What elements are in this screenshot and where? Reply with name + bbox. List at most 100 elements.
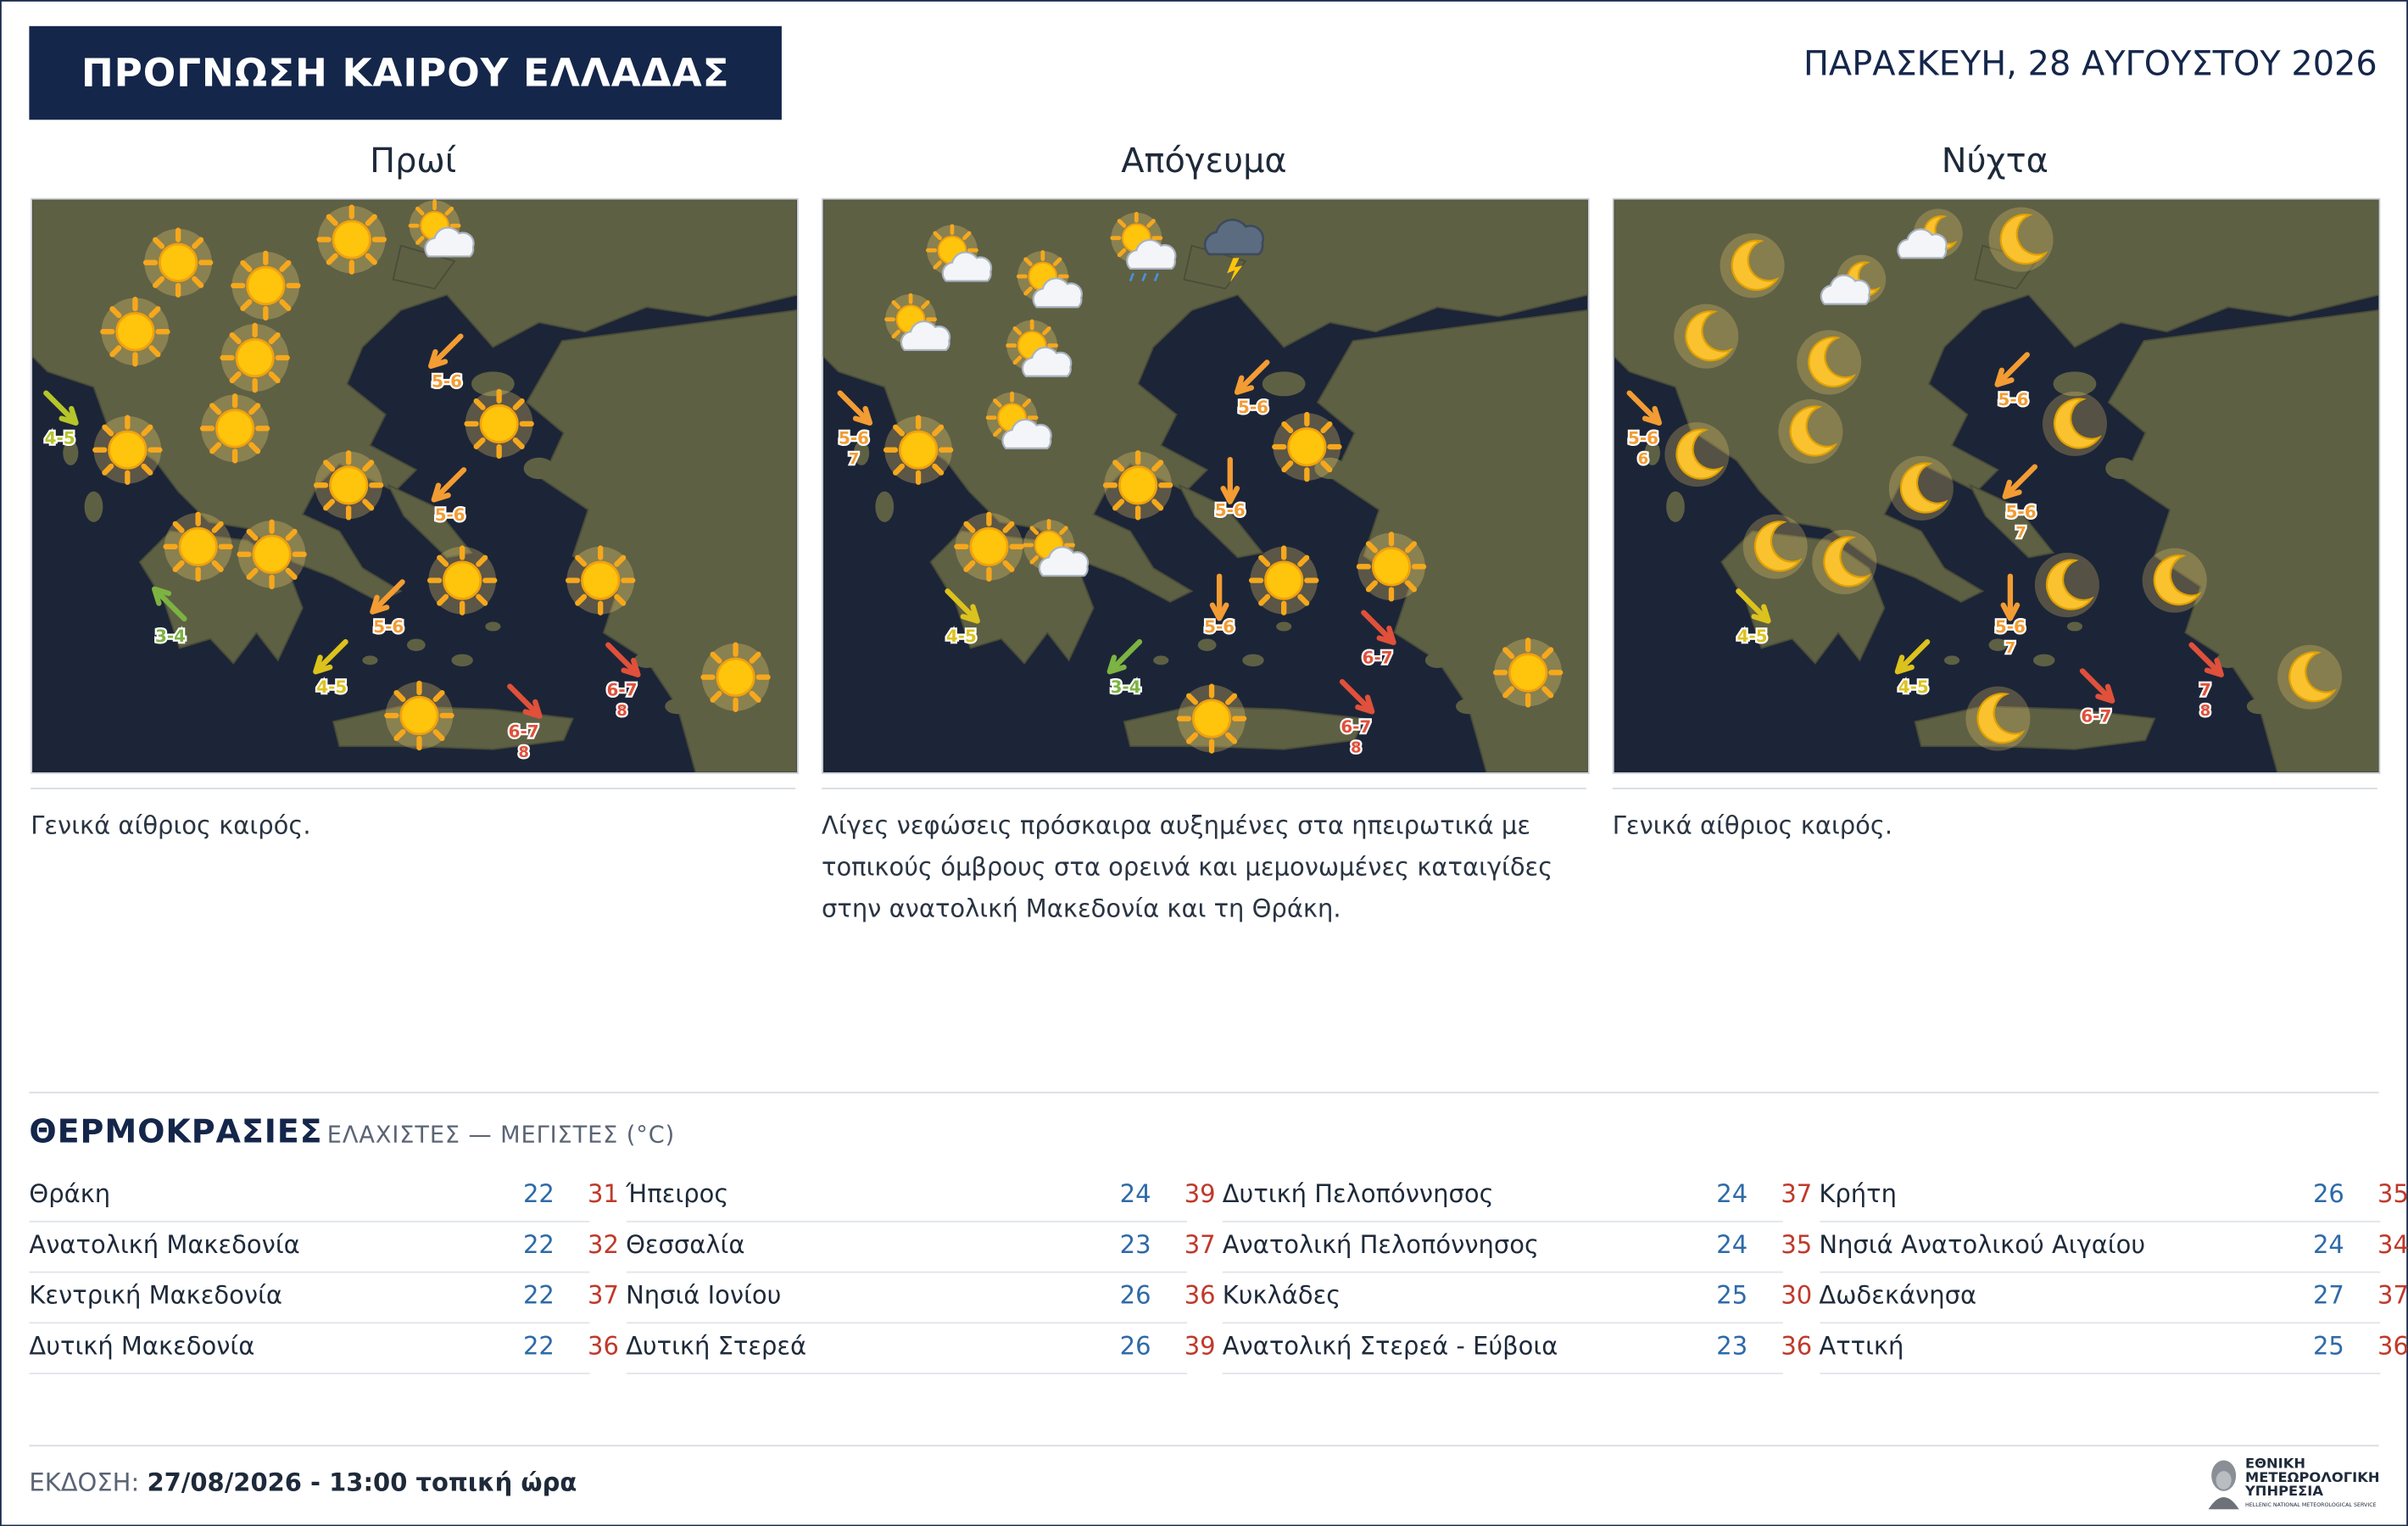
sun-ray xyxy=(362,459,375,472)
icon-cloud xyxy=(941,251,993,282)
sun-ray xyxy=(192,276,204,288)
wind-arrow xyxy=(605,642,639,676)
wind: 4-5 xyxy=(313,638,348,699)
region-name: Αττική xyxy=(1819,1331,1904,1361)
sun-ray xyxy=(365,214,377,226)
panel-title: Πρωί xyxy=(370,142,457,181)
moon-crescent xyxy=(1675,428,1725,480)
wind-gust: 7 xyxy=(2015,524,2026,542)
sun-ray xyxy=(512,437,525,449)
wind-speed: 4-5 xyxy=(946,627,977,646)
island xyxy=(1197,638,1217,651)
sun-disc xyxy=(115,312,155,352)
panel-description: Γενικά αίθριος καιρός. xyxy=(1612,810,1893,840)
wind-speed: 5-6 xyxy=(1995,617,2026,637)
wind-speed: 4-5 xyxy=(45,428,75,448)
sun-ray xyxy=(1225,732,1238,744)
wind-arrowhead xyxy=(59,405,79,426)
icon-cloud xyxy=(1021,346,1073,377)
min-temperature: 24 xyxy=(1119,1179,1151,1209)
logo-bust xyxy=(2208,1460,2239,1510)
sun-ray xyxy=(209,442,222,454)
region-name: Δυτική Στερεά xyxy=(626,1331,807,1361)
wind-arrowhead xyxy=(621,657,641,678)
sun-ray xyxy=(1502,647,1515,660)
island xyxy=(1644,440,1660,465)
icon-moon xyxy=(1674,304,1739,369)
moon-crescent xyxy=(1823,536,1872,588)
sun-ray xyxy=(1002,521,1015,533)
wind: 6-78 xyxy=(605,642,641,721)
sun-ray xyxy=(1112,459,1125,472)
sun-ray xyxy=(109,306,122,319)
sun-ray xyxy=(148,345,161,358)
island xyxy=(1456,699,1481,715)
wind: 5-67 xyxy=(837,390,873,470)
sun-ray xyxy=(1042,326,1051,336)
region-name: Δωδεκάνησα xyxy=(1819,1280,1977,1310)
temperatures-subtitle: ΕΛΑΧΙΣΤΕΣ — ΜΕΓΙΣΤΕΣ (°C) xyxy=(326,1121,676,1149)
temperature-row: Θεσσαλία 23 37 xyxy=(626,1221,1216,1273)
max-temperature: 34 xyxy=(2377,1229,2408,1260)
icon-moon xyxy=(1778,398,1843,464)
panel-description: Γενικά αίθριος καιρός. xyxy=(31,810,311,840)
sun-ray xyxy=(921,300,930,309)
island xyxy=(63,440,79,465)
sun-ray xyxy=(285,528,298,541)
sun-ray xyxy=(248,442,261,454)
island xyxy=(2246,699,2271,715)
wind: 6-7 xyxy=(2079,668,2115,728)
min-temperature: 24 xyxy=(1716,1179,1748,1209)
sun-disc xyxy=(159,242,198,282)
logo-text: ΜΕΤΕΩΡΟΛΟΓΙΚΗ xyxy=(2245,1471,2380,1487)
moon-crescent xyxy=(1976,693,2026,744)
max-temperature: 36 xyxy=(1781,1331,1813,1361)
sun-ray xyxy=(1151,459,1164,472)
wind-arrow xyxy=(315,638,348,672)
moon-crescent xyxy=(1789,405,1838,457)
wind: 4-5 xyxy=(1735,588,1771,648)
wind: 5-66 xyxy=(1626,390,1663,470)
island xyxy=(1153,655,1169,666)
sun-ray xyxy=(279,259,292,272)
min-temperature: 22 xyxy=(522,1229,555,1260)
land xyxy=(526,309,798,773)
moon-crescent xyxy=(2045,559,2094,610)
wind-arrowhead xyxy=(1209,602,1229,621)
sun-ray xyxy=(1022,398,1032,408)
sun-ray xyxy=(365,253,377,265)
wind-arrow xyxy=(2004,464,2038,498)
sun-ray xyxy=(1146,219,1156,228)
moon-crescent xyxy=(1808,336,1857,388)
min-temperature: 22 xyxy=(522,1179,555,1209)
moon-crescent xyxy=(1999,214,2048,265)
wind-speed: 3-4 xyxy=(1111,677,1141,697)
sun-ray xyxy=(192,237,204,249)
max-temperature: 31 xyxy=(588,1179,619,1209)
sun-ray xyxy=(240,298,253,311)
sun-ray xyxy=(614,593,627,606)
icon-moon xyxy=(2034,553,2099,618)
land xyxy=(1183,244,1247,290)
sun-disc xyxy=(581,560,621,600)
wind-arrowhead xyxy=(1106,654,1127,675)
icon-sun xyxy=(316,204,387,275)
icon-sun xyxy=(220,322,290,393)
wind-arrow xyxy=(153,588,187,622)
sun-disc xyxy=(443,560,482,600)
sun-ray xyxy=(248,403,261,415)
max-temperature: 35 xyxy=(2377,1179,2408,1209)
sun-ray xyxy=(432,729,445,742)
island xyxy=(362,655,378,666)
sun-ray xyxy=(1012,326,1023,336)
sun-ray xyxy=(893,463,906,476)
max-temperature: 37 xyxy=(1184,1229,1216,1260)
moon-crescent xyxy=(1731,239,1780,291)
island xyxy=(1988,638,2008,651)
wind-arrowhead xyxy=(431,482,451,503)
rain-drop xyxy=(1129,272,1134,281)
region-name: Ανατολική Στερεά - Εύβοια xyxy=(1222,1331,1558,1361)
temperature-row: Κυκλάδες 25 30 xyxy=(1222,1272,1812,1324)
